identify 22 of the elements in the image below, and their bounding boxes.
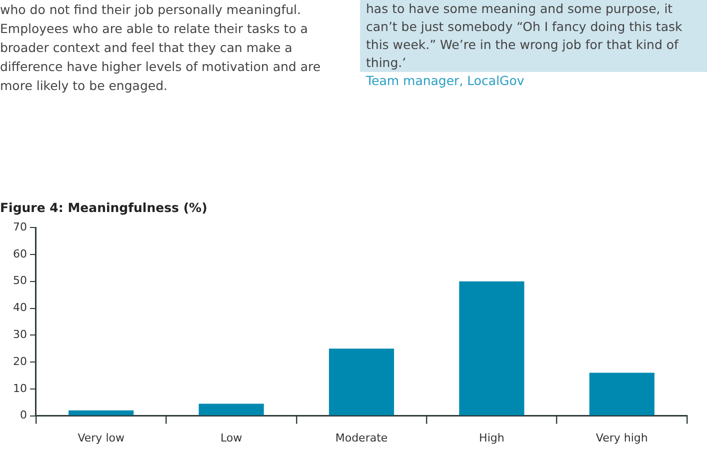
text: has to have some meaning and some purpose, it can’t be just somebody “Oh I fancy doing this task this week.” We’re in the wrong job for that kind of thing.’ (366, 0, 684, 72)
y-tick-label: 60 (12, 247, 27, 260)
y-tick-label: 40 (12, 301, 27, 314)
bar (198, 404, 264, 416)
y-tick-label: 30 (12, 328, 27, 341)
bar (68, 410, 134, 416)
x-tick-label: Moderate (335, 431, 388, 444)
y-tick-label: 0 (20, 408, 27, 422)
bar (589, 372, 654, 416)
y-tick-label: 50 (12, 274, 27, 288)
chart-title: Figure 4: Meaningfulness (%) (0, 200, 208, 215)
bar (328, 348, 394, 416)
y-tick-label: 70 (12, 220, 27, 234)
text: Team manager, LocalGov (366, 72, 526, 90)
x-tick-label: High (479, 431, 504, 444)
x-tick-label: Very high (596, 431, 648, 444)
x-tick-label: Low (220, 431, 242, 444)
bar (459, 281, 524, 416)
y-tick-label: 20 (12, 354, 27, 368)
x-tick-label: Very low (78, 431, 124, 444)
text: who do not find their job personally meaningful. Employees who are able to relate their tasks to a broader context and feel that they can make a difference have higher levels of motivation and are more likely to be engaged. (0, 1, 322, 95)
y-tick-label: 10 (12, 382, 27, 395)
